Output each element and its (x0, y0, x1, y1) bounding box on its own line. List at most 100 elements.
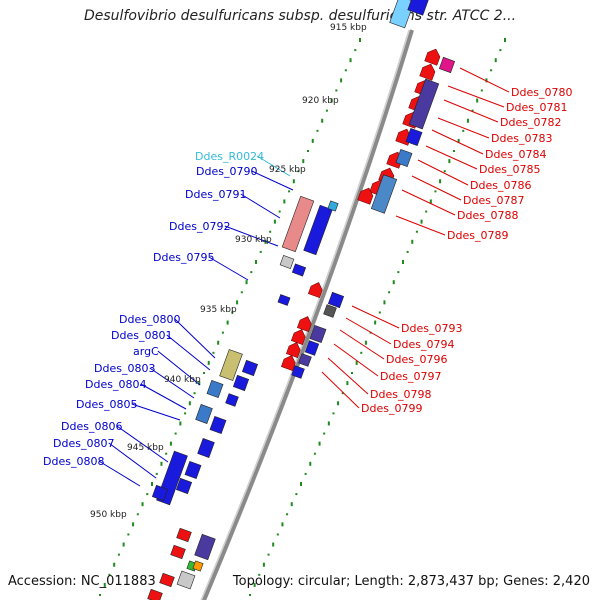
gene-label-right: Ddes_0798 (370, 388, 431, 401)
gc-dot-inner (288, 190, 291, 193)
gc-dot-outer (485, 78, 488, 83)
gc-dot-outer (466, 118, 469, 123)
leader-line (157, 350, 201, 386)
gc-dot-inner (188, 401, 191, 406)
gene-label-left: Ddes_0803 (94, 362, 155, 375)
gene-label-left: Ddes_0800 (119, 313, 180, 326)
reverse-gene-body (159, 572, 175, 588)
forward-gene-light (206, 379, 224, 399)
gc-dot-outer (499, 49, 502, 52)
leader-line (140, 383, 187, 410)
gene-label-left: Ddes_0795 (153, 251, 214, 264)
leader-line (459, 67, 510, 93)
gc-dot-inner (344, 69, 347, 72)
gc-dot-outer (494, 58, 497, 63)
reverse-gene-pink-body (281, 195, 315, 253)
forward-gene-body (151, 484, 169, 502)
forward-gene-light (395, 148, 413, 168)
gc-dot-inner (240, 291, 243, 294)
reverse-gene (170, 544, 186, 560)
forward-gene (298, 353, 312, 367)
gc-dot-inner (259, 250, 262, 253)
pseudo-gene-body (279, 255, 295, 269)
gc-dot-inner (103, 582, 106, 587)
gene-label-right: Ddes_0796 (386, 353, 447, 366)
gc-dot-inner (321, 118, 324, 123)
forward-gene-body (303, 204, 333, 256)
gc-dot-inner (127, 533, 130, 536)
forward-gene-light-body (395, 148, 413, 168)
forward-gene (225, 393, 239, 407)
forward-gene-body (197, 438, 215, 458)
reverse-gene-pink (281, 195, 315, 253)
leader-line (256, 155, 291, 177)
gc-dot-inner (255, 260, 257, 264)
reverse-gene (290, 329, 306, 346)
reverse-gene (280, 355, 296, 372)
reverse-gene-pink (438, 56, 456, 74)
forward-gene (175, 477, 193, 495)
gc-dot-inner (278, 210, 281, 213)
gc-dot-outer (397, 271, 400, 274)
gc-dot-outer (443, 170, 446, 173)
forward-gene-body (184, 460, 202, 480)
leader-line (166, 334, 211, 371)
gc-dot-outer (272, 542, 275, 547)
gc-dot-inner (311, 138, 314, 143)
gc-dot-inner (273, 219, 276, 224)
gc-dot-outer (420, 219, 423, 224)
gc-dot-outer (346, 381, 349, 386)
gc-dot-inner (184, 412, 187, 415)
leader-line (417, 159, 469, 186)
gene-label-right: Ddes_0786 (470, 179, 531, 192)
gene-label-left: argC (133, 345, 159, 358)
backbone-highlight (200, 29, 410, 600)
gc-dot-inner (349, 58, 352, 63)
forward-gene-light (195, 404, 213, 424)
gene-label-left: Ddes_0808 (43, 455, 104, 468)
gc-dot-inner (212, 351, 215, 354)
gc-dot-outer (471, 109, 474, 112)
forward-gene-body (241, 359, 259, 377)
reverse-gene (296, 316, 312, 333)
gc-dot-outer (411, 239, 414, 244)
gc-dot-outer (351, 372, 353, 374)
reverse-gene (159, 572, 175, 588)
gc-dot-inner (302, 159, 305, 164)
gc-dot-outer (429, 199, 432, 204)
kbp-tick-label: 925 kbp (269, 165, 306, 175)
gene-label-left: Ddes_0806 (61, 420, 122, 433)
gc-dot-inner (221, 331, 224, 334)
gc-dot-outer (309, 461, 312, 466)
rna-gene (327, 200, 339, 212)
pseudo-gene (176, 570, 196, 590)
forward-gene (304, 340, 320, 356)
forward-gene-body (225, 393, 239, 407)
leader-line (321, 371, 360, 409)
leader-line (240, 193, 281, 219)
forward-gene (209, 415, 227, 435)
gc-dot-inner (292, 179, 295, 184)
leader-line (251, 170, 294, 191)
gene-label-left: Ddes_R0024 (195, 150, 264, 163)
gene-label-left: Ddes_0801 (111, 329, 172, 342)
reverse-gene (307, 282, 323, 299)
reverse-gene-body (176, 527, 192, 543)
gc-dot-outer (383, 300, 386, 305)
gc-dot-outer (355, 360, 358, 365)
forward-gene (232, 374, 250, 392)
leader-line (345, 317, 392, 345)
gc-dot-outer (434, 190, 437, 193)
gc-dot-outer (439, 179, 442, 184)
forward-gene-olive (219, 349, 243, 381)
leader-line (224, 225, 279, 247)
forward-gene-light-body (206, 379, 224, 399)
gc-dot-inner (155, 472, 158, 475)
gene-label-left: Ddes_0792 (169, 220, 230, 233)
gc-dot-outer (462, 129, 465, 132)
gc-dot-inner (264, 239, 267, 244)
pseudo-gene-body (176, 570, 196, 590)
topology-text: Topology: circular; Length: 2,873,437 bp… (232, 574, 590, 589)
forward-gene-body (232, 374, 250, 392)
forward-gene (407, 0, 429, 16)
